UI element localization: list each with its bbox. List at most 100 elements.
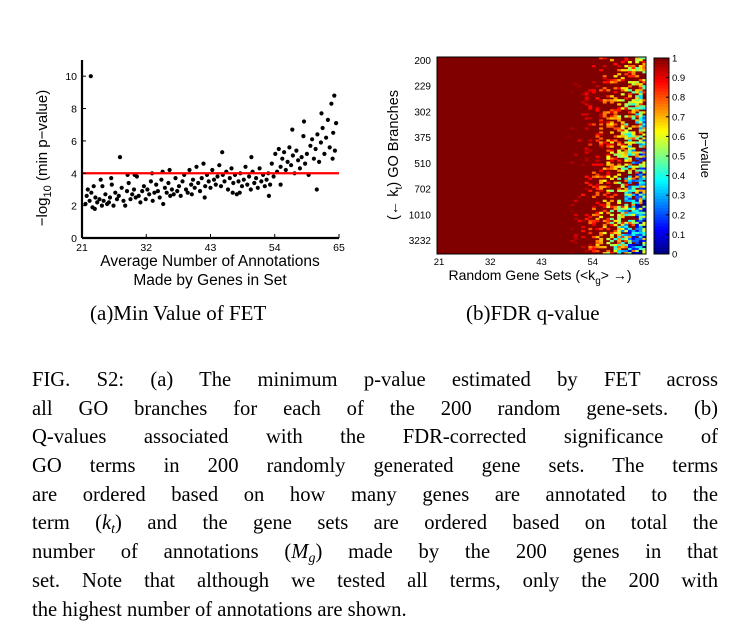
heatmap-cell <box>638 153 643 156</box>
scatter-axes <box>80 60 339 240</box>
heatmap-cell <box>573 199 578 203</box>
colorbar-segment <box>654 211 669 215</box>
scatter-point <box>255 185 260 190</box>
heatmap-cell <box>642 163 647 166</box>
heatmap-cell <box>627 235 632 239</box>
heatmap-cell <box>613 223 618 227</box>
heatmap-cell <box>617 227 622 231</box>
heatmap-y-tick-label: 702 <box>414 185 431 196</box>
heatmap-cell <box>624 193 629 196</box>
heatmap-cell <box>602 219 607 223</box>
scatter-point <box>83 201 88 207</box>
colorbar-tick-label: 0.8 <box>672 93 685 104</box>
scatter-point <box>332 148 337 153</box>
heatmap-cell <box>599 137 604 140</box>
scatter-point <box>301 119 307 124</box>
scatter-point <box>168 193 173 198</box>
scatter-point <box>259 179 264 184</box>
heatmap-cell <box>624 155 629 158</box>
heatmap-cell <box>638 199 643 203</box>
heatmap-cell <box>606 123 611 126</box>
heatmap-cell <box>609 243 614 247</box>
heatmap-cell <box>617 231 622 235</box>
scatter-point <box>192 185 197 190</box>
heatmap-cell <box>613 109 618 112</box>
heatmap-cell <box>606 181 611 184</box>
heatmap-cell <box>606 201 611 205</box>
heatmap-cell <box>627 177 632 180</box>
colorbar-tick-label: 0.5 <box>672 152 685 163</box>
colorbar-segment <box>654 128 669 132</box>
heatmap-cell <box>642 123 647 126</box>
heatmap-cell <box>627 139 632 142</box>
heatmap-cell <box>609 209 614 213</box>
heatmap-cell <box>599 69 604 72</box>
heatmap-cell <box>620 165 625 168</box>
heatmap-cell <box>577 85 582 88</box>
scatter-point <box>107 195 113 200</box>
scatter-point <box>262 184 267 189</box>
heatmap-cell <box>642 87 647 90</box>
heatmap-cell <box>642 193 647 196</box>
heatmap-cell <box>635 239 640 243</box>
heatmap-cell <box>613 91 618 94</box>
heatmap-cell <box>595 175 600 178</box>
heatmap-cell <box>599 237 604 241</box>
heatmap-cell <box>613 167 618 170</box>
scatter-point <box>148 179 153 184</box>
heatmap-cell <box>595 217 600 221</box>
scatter-point <box>106 200 111 205</box>
heatmap-x-tick-label: 43 <box>536 257 547 268</box>
scatter-point <box>171 192 176 197</box>
heatmap-cell <box>606 251 611 255</box>
scatter-point <box>329 101 334 106</box>
caption-line: set. Note that although we tested all te… <box>32 569 718 592</box>
heatmap-cell <box>609 231 614 235</box>
heatmap-cell <box>635 113 640 116</box>
heatmap-cell <box>631 193 636 196</box>
heatmap-cell <box>581 163 586 166</box>
heatmap-cell <box>627 211 632 215</box>
scatter-point <box>290 153 295 158</box>
heatmap-cell <box>635 241 640 245</box>
colorbar-segment <box>654 103 669 108</box>
heatmap-cell <box>591 91 596 94</box>
heatmap-cell <box>642 243 647 247</box>
heatmap-cell <box>595 155 600 158</box>
heatmap-cell <box>581 219 586 223</box>
heatmap-cell <box>624 149 629 152</box>
heatmap-cell <box>624 227 629 231</box>
heatmap-cell <box>631 141 636 144</box>
heatmap-cell <box>624 133 629 136</box>
heatmap-cell <box>606 79 611 82</box>
heatmap-y-tick-label: 1010 <box>409 210 432 221</box>
colorbar-segment <box>654 223 669 227</box>
heatmap-cell <box>599 233 604 237</box>
scatter-point <box>310 137 315 142</box>
heatmap-cell <box>635 153 640 156</box>
heatmap-cell <box>620 133 625 136</box>
scatter-point <box>166 180 171 186</box>
colorbar-segment <box>654 85 669 90</box>
heatmap-cell <box>584 127 589 130</box>
heatmap-cell <box>620 143 625 146</box>
heatmap-cell <box>638 107 643 110</box>
heatmap-cell <box>631 103 636 106</box>
colorbar-segment <box>654 220 669 224</box>
colorbar-segment <box>654 238 669 243</box>
heatmap-cell <box>642 61 647 64</box>
heatmap-cell <box>627 81 632 84</box>
heatmap-cell <box>638 223 643 227</box>
heatmap-cell <box>627 179 632 182</box>
heatmap-cell <box>613 157 618 160</box>
caption-line: are ordered based on how many genes are … <box>32 483 718 506</box>
figure-caption: FIG. S2: (a) The minimum p-value estimat… <box>32 366 718 624</box>
heatmap-cell <box>638 179 643 182</box>
heatmap-cell <box>591 175 596 178</box>
heatmap-cell <box>573 241 578 245</box>
heatmap-cell <box>613 127 618 130</box>
heatmap-cell <box>635 195 640 199</box>
heatmap-cell <box>638 165 643 168</box>
heatmap-cell <box>606 121 611 124</box>
heatmap-cell <box>620 241 625 245</box>
